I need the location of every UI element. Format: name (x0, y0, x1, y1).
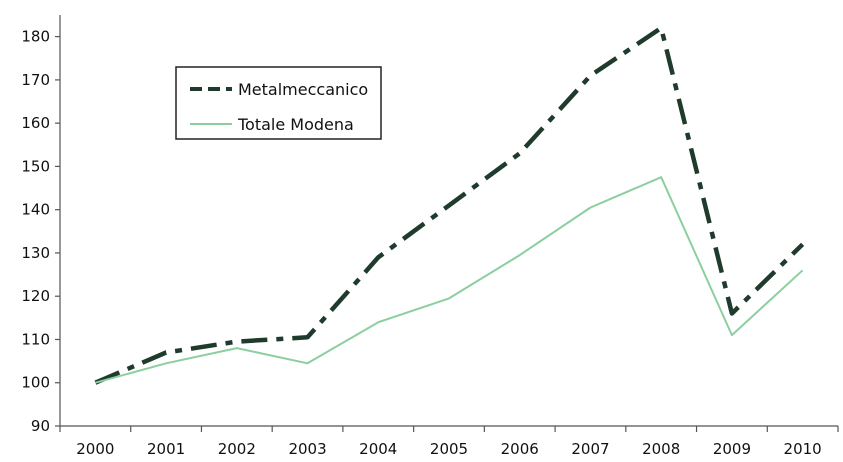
y-tick-label: 110 (21, 330, 50, 348)
legend-label-totale-modena: Totale Modena (237, 115, 354, 134)
x-tick-label: 2003 (288, 440, 326, 458)
y-tick-label: 130 (21, 244, 50, 262)
x-tick-label: 2002 (218, 440, 256, 458)
x-tick-label: 2005 (430, 440, 468, 458)
x-tick-label: 2006 (501, 440, 539, 458)
y-tick-label: 100 (21, 374, 50, 392)
x-tick-label: 2001 (147, 440, 185, 458)
y-tick-label: 90 (31, 417, 50, 435)
x-tick-label: 2010 (784, 440, 822, 458)
y-tick-label: 140 (21, 201, 50, 219)
x-tick-label: 2004 (359, 440, 397, 458)
y-tick-label: 170 (21, 71, 50, 89)
axes: 90 100 110 120 130 140 150 160 170 180 2000 2001 200… (21, 15, 838, 458)
x-tick-label: 2000 (76, 440, 114, 458)
legend-label-metalmeccanico: Metalmeccanico (238, 80, 368, 99)
y-tick-label: 180 (21, 28, 50, 46)
y-tick-label: 160 (21, 114, 50, 132)
x-tick-label: 2008 (642, 440, 680, 458)
x-tick-label: 2009 (713, 440, 751, 458)
legend: Metalmeccanico Totale Modena (176, 67, 381, 139)
y-tick-label: 120 (21, 287, 50, 305)
x-tick-label: 2007 (571, 440, 609, 458)
y-tick-label: 150 (21, 157, 50, 175)
